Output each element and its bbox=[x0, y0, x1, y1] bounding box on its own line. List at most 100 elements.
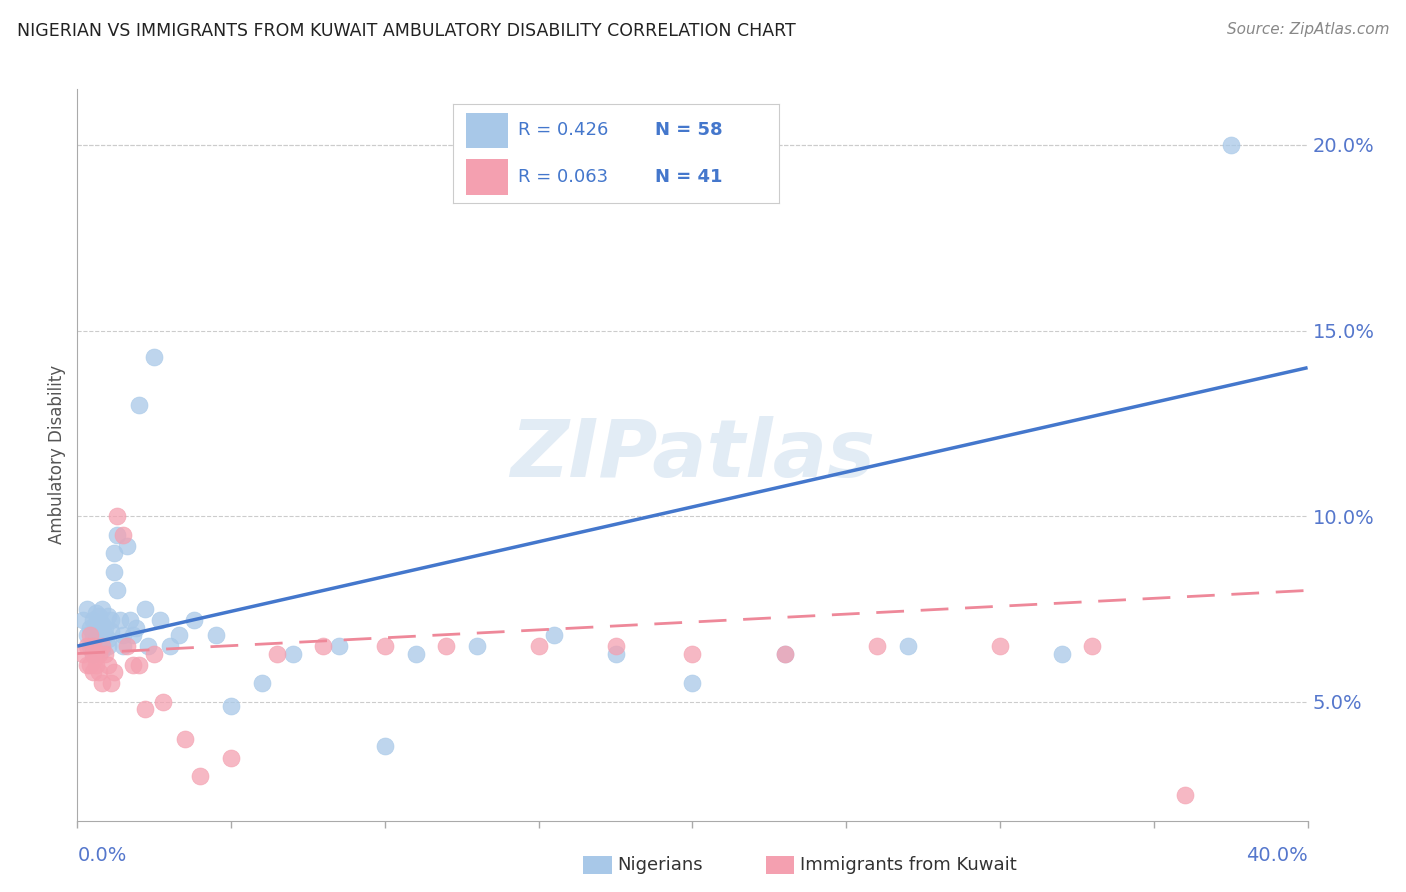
Point bbox=[219, 698, 242, 713]
Point bbox=[87, 609, 110, 624]
Point bbox=[219, 750, 242, 764]
Point bbox=[76, 639, 98, 653]
Point bbox=[100, 676, 122, 690]
Point bbox=[112, 628, 135, 642]
Point bbox=[79, 657, 101, 672]
Point bbox=[527, 639, 550, 653]
Point bbox=[183, 613, 205, 627]
Point bbox=[84, 606, 107, 620]
Point bbox=[143, 647, 166, 661]
Point bbox=[897, 639, 920, 653]
Point bbox=[82, 613, 104, 627]
Point bbox=[115, 639, 138, 653]
Point bbox=[82, 665, 104, 680]
Text: Immigrants from Kuwait: Immigrants from Kuwait bbox=[800, 856, 1017, 874]
Point bbox=[90, 676, 114, 690]
Point bbox=[90, 616, 114, 631]
Point bbox=[174, 731, 197, 746]
Point bbox=[72, 647, 94, 661]
Point bbox=[87, 624, 110, 639]
Text: 40.0%: 40.0% bbox=[1246, 847, 1308, 865]
Point bbox=[94, 621, 117, 635]
Point bbox=[105, 527, 128, 541]
Point bbox=[76, 657, 98, 672]
Point bbox=[118, 613, 141, 627]
Point bbox=[125, 621, 148, 635]
Point bbox=[1174, 788, 1197, 802]
Point bbox=[204, 628, 226, 642]
Point bbox=[266, 647, 288, 661]
Point bbox=[281, 647, 304, 661]
Point bbox=[167, 628, 190, 642]
Point bbox=[84, 616, 107, 631]
Point bbox=[76, 602, 98, 616]
Point bbox=[79, 621, 101, 635]
Point bbox=[250, 676, 273, 690]
Text: ZIPatlas: ZIPatlas bbox=[510, 416, 875, 494]
Point bbox=[110, 613, 132, 627]
Point bbox=[605, 647, 627, 661]
Point bbox=[97, 609, 120, 624]
Point bbox=[866, 639, 889, 653]
Point bbox=[72, 613, 94, 627]
Point bbox=[682, 647, 704, 661]
Text: NIGERIAN VS IMMIGRANTS FROM KUWAIT AMBULATORY DISABILITY CORRELATION CHART: NIGERIAN VS IMMIGRANTS FROM KUWAIT AMBUL… bbox=[17, 22, 796, 40]
Point bbox=[374, 739, 396, 754]
Point bbox=[115, 539, 138, 553]
Point bbox=[87, 665, 110, 680]
Point bbox=[105, 509, 128, 524]
Point bbox=[79, 628, 101, 642]
Point bbox=[97, 632, 120, 646]
Point bbox=[79, 639, 101, 653]
Point bbox=[121, 657, 143, 672]
Point bbox=[82, 647, 104, 661]
Point bbox=[112, 639, 135, 653]
Point bbox=[103, 565, 125, 579]
Point bbox=[1219, 137, 1241, 152]
Point bbox=[405, 647, 427, 661]
Point bbox=[773, 647, 796, 661]
Point bbox=[1081, 639, 1104, 653]
Point bbox=[312, 639, 335, 653]
Text: Source: ZipAtlas.com: Source: ZipAtlas.com bbox=[1226, 22, 1389, 37]
Point bbox=[90, 643, 114, 657]
Point bbox=[76, 628, 98, 642]
Point bbox=[988, 639, 1011, 653]
Point bbox=[543, 628, 565, 642]
Point bbox=[121, 628, 143, 642]
Point bbox=[128, 657, 150, 672]
Point bbox=[188, 769, 212, 783]
Point bbox=[100, 624, 122, 639]
Point bbox=[87, 635, 110, 649]
Point bbox=[128, 398, 150, 412]
Point bbox=[90, 602, 114, 616]
Point bbox=[100, 613, 122, 627]
Point bbox=[773, 647, 796, 661]
Point bbox=[374, 639, 396, 653]
Point bbox=[84, 657, 107, 672]
Point bbox=[328, 639, 350, 653]
Point bbox=[82, 647, 104, 661]
Point bbox=[82, 639, 104, 653]
Point bbox=[143, 350, 166, 364]
Point bbox=[94, 628, 117, 642]
Point bbox=[103, 665, 125, 680]
Point bbox=[105, 583, 128, 598]
Point bbox=[436, 639, 458, 653]
Text: Nigerians: Nigerians bbox=[617, 856, 703, 874]
Point bbox=[159, 639, 181, 653]
Y-axis label: Ambulatory Disability: Ambulatory Disability bbox=[48, 366, 66, 544]
Point bbox=[103, 546, 125, 560]
Point bbox=[84, 632, 107, 646]
Point bbox=[465, 639, 488, 653]
Point bbox=[94, 647, 117, 661]
Point bbox=[87, 647, 110, 661]
Point bbox=[136, 639, 159, 653]
Point bbox=[134, 602, 156, 616]
Point bbox=[97, 657, 120, 672]
Point bbox=[112, 527, 135, 541]
Point bbox=[134, 702, 156, 716]
Point bbox=[152, 695, 174, 709]
Point bbox=[90, 639, 114, 653]
Point bbox=[97, 639, 120, 653]
